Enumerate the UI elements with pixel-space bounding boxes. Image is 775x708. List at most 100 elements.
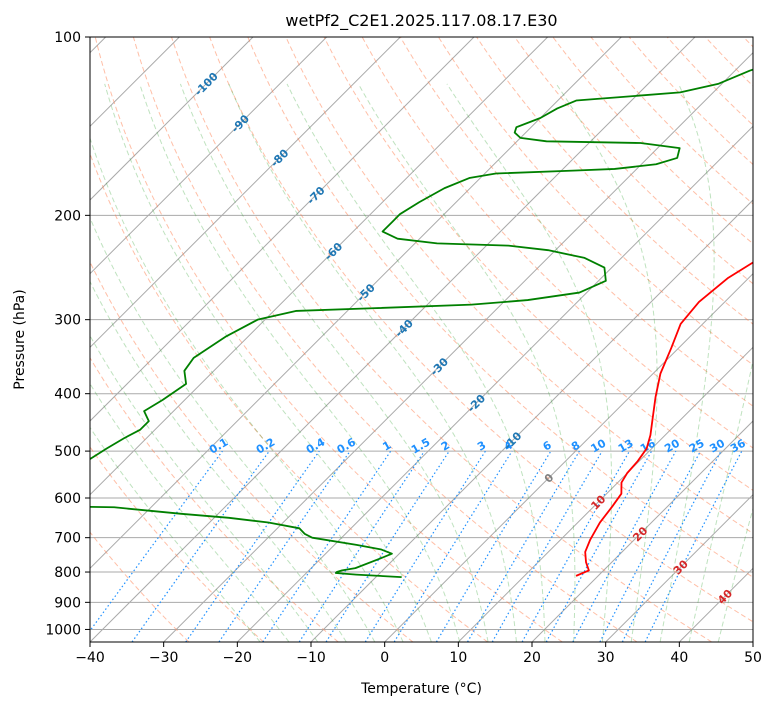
mixing-ratio-line	[621, 450, 722, 642]
isotherm-line	[310, 199, 753, 642]
mixing-ratio-line	[545, 450, 653, 642]
y-tick-label: 800	[54, 565, 81, 581]
mixing-ratio-line	[572, 450, 677, 642]
x-tick-label: −10	[296, 650, 326, 666]
isotherm-line	[752, 641, 753, 642]
mixing-ratio-line	[644, 450, 743, 642]
moist-adiabat-line	[90, 136, 404, 642]
dry-adiabat-line	[590, 37, 753, 205]
isotherm-line	[531, 420, 753, 642]
plot-frame	[89, 36, 754, 643]
isotherm-line	[384, 272, 753, 642]
y-tick-label: 900	[54, 595, 81, 611]
isotherm-line	[90, 37, 696, 642]
isotherm-line	[90, 37, 401, 349]
mixing-ratio-line	[262, 450, 392, 642]
isotherm-line	[678, 567, 753, 642]
profiles	[90, 68, 753, 579]
mixing-ratio-label: 0.2	[254, 436, 277, 457]
dry-adiabat-line	[247, 37, 753, 578]
y-axis: 100 200 300 400 500 600 700 800 900 1000	[45, 30, 90, 638]
dry-adiabat-line	[285, 37, 753, 535]
background-labels: 0.1 0.2 0.4 0.6 1 1.5 2 3 4 6 8 10 13 16 20 25 30 36-100-…	[192, 70, 748, 607]
mixing-ratio-label: 25	[687, 437, 707, 456]
dry-adiabat-line	[476, 37, 753, 325]
isotherm-label: -20	[465, 392, 488, 415]
moist-adiabat-line	[139, 83, 461, 642]
moist-adiabat-line	[90, 280, 347, 642]
mixing-ratio-label: 0.4	[304, 435, 328, 456]
y-tick-label: 600	[54, 491, 81, 507]
moist-adiabat-line	[104, 83, 432, 642]
y-tick-label: 700	[54, 531, 81, 547]
x-tick-label: 30	[597, 650, 615, 666]
dry-adiabat-line	[438, 37, 753, 366]
x-axis: −40 −30 −20 −10 0 10 20 30 40 50	[75, 642, 762, 666]
mixing-ratio-line	[185, 450, 320, 642]
moist-adiabat-line	[446, 83, 613, 642]
x-tick-label: −20	[223, 650, 253, 666]
dry-adiabat-line	[94, 37, 563, 642]
y-tick-label: 100	[54, 30, 81, 46]
mixing-ratio-line	[435, 450, 552, 642]
isotherm-line	[90, 37, 328, 275]
isotherm-label: -80	[268, 146, 291, 169]
mixing-ratio-label: 13	[616, 437, 636, 456]
dry-adiabat-line	[132, 37, 638, 642]
dry-adiabat-line	[704, 37, 753, 87]
dry-adiabat-line	[90, 446, 264, 642]
mixing-ratio-line	[325, 450, 450, 642]
dry-adiabat-line	[399, 37, 753, 407]
dry-adiabat-line	[666, 37, 753, 126]
moist-adiabat-line	[179, 83, 489, 642]
dewpoint-profile	[90, 68, 753, 579]
isotherm-label: 40	[715, 587, 735, 607]
x-tick-label: −30	[149, 650, 179, 666]
x-axis-label: Temperature (°C)	[360, 681, 482, 697]
temperature-profile	[575, 261, 753, 577]
isotherm-line	[90, 37, 549, 496]
dry-adiabat-line	[323, 37, 753, 491]
dry-adiabat-line	[743, 37, 753, 48]
x-tick-label: 10	[449, 650, 467, 666]
x-tick-label: 40	[670, 650, 688, 666]
y-tick-label: 400	[54, 387, 81, 403]
moist-adiabat-line	[688, 358, 753, 642]
y-tick-label: 300	[54, 313, 81, 329]
isotherm-line	[457, 346, 753, 642]
mixing-ratio-line	[298, 450, 425, 642]
dry-adiabat-line	[90, 260, 414, 642]
dry-adiabat-line	[90, 356, 339, 642]
dry-adiabat-line	[552, 37, 753, 245]
moist-adiabat-line	[90, 382, 290, 642]
mixing-ratio-label: 30	[707, 436, 727, 455]
moist-adiabat-line	[90, 334, 319, 642]
mixing-ratio-label: 0.1	[207, 436, 230, 457]
dry-adiabat-line	[361, 37, 753, 449]
isotherm-label: -50	[355, 281, 378, 304]
chart-title: wetPf2_C2E1.2025.117.08.17.E30	[285, 11, 557, 31]
x-tick-label: 50	[744, 650, 762, 666]
moist-adiabat-line	[555, 83, 658, 642]
isotherm-line	[163, 51, 753, 642]
mixing-ratio-label: 10	[589, 436, 609, 455]
dry-adiabat-line	[209, 37, 753, 623]
y-tick-label: 1000	[45, 622, 81, 638]
mixing-ratio-label: 36	[728, 436, 748, 455]
y-tick-label: 500	[54, 444, 81, 460]
y-axis-label: Pressure (hPa)	[12, 289, 28, 389]
moist-adiabat-line	[357, 83, 576, 642]
isotherm-line	[90, 37, 475, 422]
isotherm-line	[236, 125, 753, 642]
x-tick-label: −40	[75, 650, 105, 666]
mixing-ratio-line	[218, 450, 351, 642]
mixing-ratio-line	[521, 450, 631, 642]
moist-adiabat-line	[717, 506, 753, 642]
isotherm-label: -100	[192, 70, 221, 99]
dry-adiabat-line	[90, 531, 190, 642]
moist-adiabat-line	[659, 83, 715, 642]
mixing-ratio-label: 20	[662, 436, 682, 455]
moist-adiabat-line	[286, 83, 546, 642]
moist-adiabat-line	[228, 83, 517, 642]
